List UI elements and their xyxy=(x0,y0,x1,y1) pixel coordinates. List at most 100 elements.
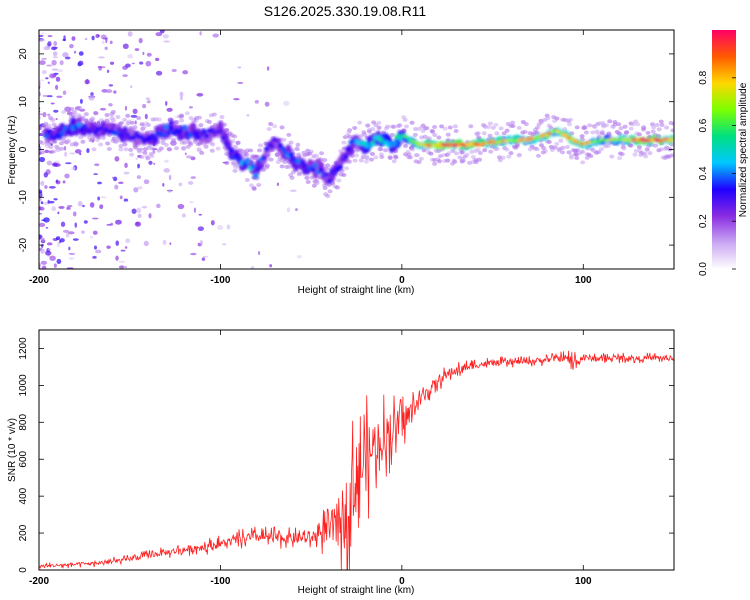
heatmap-halo xyxy=(618,126,624,131)
heatmap-halo xyxy=(354,148,360,153)
heatmap-speckle xyxy=(266,66,270,71)
heatmap-speckle xyxy=(162,183,165,187)
heatmap-speckle xyxy=(190,176,197,179)
heatmap-speckle xyxy=(123,198,129,202)
heatmap-speckle xyxy=(39,196,42,202)
heatmap-halo xyxy=(39,115,42,120)
heatmap-ridge-core xyxy=(343,153,349,160)
heatmap-halo xyxy=(61,109,67,114)
heatmap-halo xyxy=(256,148,262,153)
heatmap-ridge-core xyxy=(149,133,155,139)
heatmap-halo xyxy=(574,155,580,160)
heatmap-speckle xyxy=(130,85,133,89)
heatmap-halo xyxy=(617,156,623,161)
heatmap-halo xyxy=(645,130,651,135)
heatmap-halo xyxy=(391,159,397,164)
heatmap-halo xyxy=(354,153,360,158)
heatmap-halo xyxy=(548,125,554,130)
snr-x-ticks: -200 -100 0 100 xyxy=(29,330,592,587)
heatmap-halo xyxy=(412,127,418,132)
heatmap-speckle xyxy=(86,78,89,85)
heatmap-speckle xyxy=(74,222,77,228)
heatmap-halo xyxy=(314,180,320,185)
heatmap-speckle xyxy=(94,245,97,250)
colorbar-tick-label: 0.6 xyxy=(698,118,709,132)
heatmap-halo xyxy=(453,129,459,134)
heatmap-halo xyxy=(650,129,656,134)
heatmap-halo xyxy=(338,149,344,154)
heatmap-speckle xyxy=(106,69,110,73)
heatmap-halo xyxy=(500,155,506,160)
heatmap-halo xyxy=(432,124,438,129)
heatmap-speckle xyxy=(68,257,75,260)
heatmap-speckle xyxy=(165,100,168,106)
heatmap-speckle xyxy=(49,73,57,79)
heatmap-ridge xyxy=(43,117,674,186)
heatmap-speckle xyxy=(202,255,209,258)
heatmap-halo xyxy=(619,152,625,157)
y-tick-label: 1200 xyxy=(18,337,29,360)
heatmap-halo xyxy=(653,143,659,148)
heatmap-halo xyxy=(294,146,300,151)
heatmap-speckle xyxy=(47,41,52,47)
heatmap-speckle xyxy=(43,217,50,223)
heatmap-speckle xyxy=(77,201,83,207)
heatmap-speckle xyxy=(131,62,135,65)
heatmap-ridge-core xyxy=(234,152,240,158)
heatmap-speckle xyxy=(134,48,140,52)
heatmap-halo xyxy=(482,148,488,153)
heatmap-speckle xyxy=(136,207,142,214)
heatmap-halo xyxy=(583,130,589,135)
heatmap-speckle xyxy=(45,64,53,67)
heatmap-speckle xyxy=(184,152,187,156)
heatmap-ridge-core xyxy=(313,162,319,168)
heatmap-speckle xyxy=(127,31,133,37)
heatmap-halo xyxy=(560,150,566,155)
heatmap-halo xyxy=(487,121,493,126)
heatmap-halo xyxy=(206,119,212,124)
heatmap-halo xyxy=(91,147,97,152)
heatmap-halo xyxy=(393,155,399,160)
heatmap-speckle xyxy=(41,69,47,75)
heatmap-halo xyxy=(266,126,272,131)
heatmap-speckle xyxy=(155,32,163,37)
heatmap-speckle xyxy=(65,232,70,238)
heatmap-halo xyxy=(382,148,388,153)
heatmap-speckle xyxy=(146,52,152,57)
heatmap-halo xyxy=(389,132,395,137)
heatmap-ridge-core xyxy=(669,137,674,141)
heatmap-ridge-core xyxy=(89,125,96,131)
heatmap-speckle xyxy=(105,37,108,44)
heatmap-halo xyxy=(450,148,456,153)
heatmap-halo xyxy=(446,151,452,156)
heatmap-speckle xyxy=(57,211,60,215)
heatmap-ridge-core xyxy=(253,173,259,179)
heatmap-halo xyxy=(473,160,479,165)
heatmap-speckle xyxy=(77,62,82,67)
heatmap-halo xyxy=(136,115,142,120)
heatmap-halo xyxy=(643,154,649,159)
y-tick-label: 0 xyxy=(18,146,29,152)
heatmap-speckle xyxy=(124,266,127,269)
heatmap-speckle xyxy=(55,76,61,82)
heatmap-halo xyxy=(279,125,285,130)
colorbar: 0.0 0.2 0.4 0.6 0.8 Normalized spectral ampl… xyxy=(698,30,749,276)
heatmap-halo xyxy=(244,152,250,157)
heatmap-ridge-core xyxy=(152,136,158,142)
heatmap-halo xyxy=(445,158,451,163)
heatmap-halo xyxy=(588,154,594,159)
heatmap-halo xyxy=(357,120,363,125)
heatmap-halo xyxy=(378,147,384,152)
heatmap-halo xyxy=(624,130,630,135)
heatmap-speckle xyxy=(40,201,44,205)
heatmap-halo xyxy=(402,143,408,148)
heatmap-speckle xyxy=(51,68,59,71)
heatmap-halo xyxy=(633,148,639,153)
heatmap-halo xyxy=(604,123,610,128)
heatmap-halo xyxy=(535,153,541,158)
snr-series-line xyxy=(38,350,675,571)
heatmap-halo xyxy=(306,151,312,156)
heatmap-speckle xyxy=(189,200,194,204)
heatmap-halo xyxy=(616,122,622,127)
